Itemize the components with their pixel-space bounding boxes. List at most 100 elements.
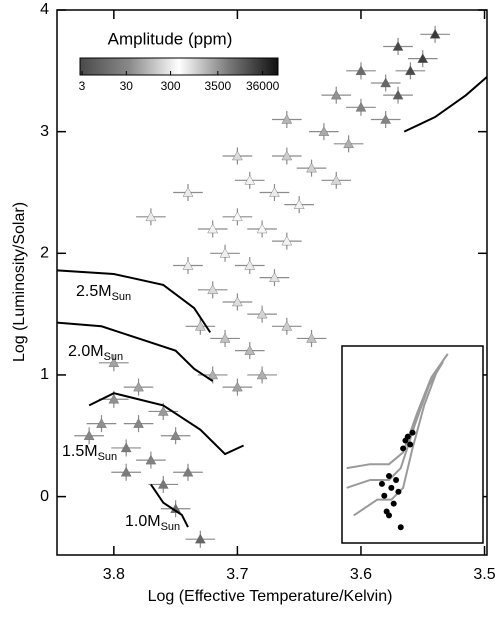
track-label-subscript: Sun: [104, 351, 124, 363]
point: [219, 333, 231, 343]
inset-point: [407, 441, 414, 448]
x-tick-label: 3.7: [226, 566, 248, 583]
track-label: 1.0MSun: [125, 513, 180, 533]
inset-point: [404, 433, 411, 440]
point: [219, 247, 231, 258]
point: [232, 296, 243, 307]
point: [281, 114, 293, 124]
colorbar: [79, 57, 279, 76]
point: [405, 65, 416, 76]
y-tick-label: 2: [40, 245, 49, 262]
track-label: 1.5MSun: [62, 443, 117, 463]
point: [108, 393, 120, 404]
track-label: 2.5MSun: [76, 283, 131, 303]
inset-track: [346, 353, 449, 470]
point: [281, 235, 293, 246]
point: [293, 199, 305, 209]
point: [306, 333, 317, 343]
inset-point: [400, 445, 407, 452]
colorbar-tick-label: 3: [79, 79, 86, 93]
point: [380, 114, 392, 124]
point: [232, 211, 243, 222]
inset-point: [393, 476, 400, 483]
track-label: 2.0MSun: [68, 343, 123, 363]
point: [182, 260, 194, 270]
point: [182, 187, 194, 197]
inset-point: [386, 473, 392, 480]
point: [380, 77, 392, 88]
point: [417, 53, 429, 63]
point: [96, 418, 107, 428]
point: [306, 162, 317, 173]
x-tick-label: 3.8: [103, 566, 125, 583]
inset-track: [353, 373, 437, 517]
point: [256, 223, 268, 234]
colorbar-tick-label: 30: [120, 79, 134, 93]
x-axis-label: Log (Effective Temperature/Kelvin): [148, 588, 393, 605]
inset-point: [388, 484, 395, 491]
track-label-mass: 2.5M: [76, 283, 112, 300]
point: [170, 430, 181, 440]
point: [232, 381, 243, 392]
point: [83, 430, 95, 440]
point: [194, 320, 206, 331]
point: [108, 357, 120, 367]
plot-frame: [56, 9, 488, 556]
point: [281, 150, 293, 161]
inset-point: [409, 429, 416, 436]
point: [133, 418, 144, 428]
point: [269, 187, 280, 197]
inset-point: [381, 492, 388, 499]
track-label-mass: 2.0M: [68, 343, 104, 360]
inset-point: [397, 524, 404, 531]
point: [281, 320, 293, 331]
point: [269, 272, 280, 282]
point: [157, 406, 169, 416]
inset-point: [386, 512, 392, 519]
point: [244, 260, 256, 270]
point: [392, 41, 404, 51]
point: [244, 345, 256, 355]
evolution-track: [150, 483, 189, 528]
point: [145, 211, 157, 222]
point: [355, 65, 367, 76]
evolution-track: [56, 76, 488, 333]
point: [343, 138, 354, 149]
point: [244, 174, 256, 185]
track-label-subscript: Sun: [161, 521, 181, 533]
inset-track: [346, 361, 444, 489]
point: [207, 223, 219, 234]
colorbar-tick-label: 36000: [246, 79, 280, 93]
y-tick-label: 0: [40, 488, 49, 505]
point: [207, 284, 219, 294]
point: [355, 101, 367, 112]
track-label-subscript: Sun: [112, 291, 132, 303]
colorbar-label: Amplitude (ppm): [108, 29, 233, 48]
point: [194, 533, 206, 544]
point: [330, 89, 342, 100]
point: [120, 466, 132, 477]
y-tick-label: 1: [40, 366, 49, 383]
point: [157, 479, 169, 489]
evolution-track: [88, 392, 244, 456]
inset-point: [395, 488, 402, 495]
point: [318, 126, 330, 136]
point: [182, 466, 194, 477]
point: [256, 369, 268, 380]
point: [256, 308, 268, 319]
track-label-mass: 1.5M: [62, 443, 98, 460]
y-tick-label: 4: [40, 1, 49, 18]
point: [207, 369, 219, 380]
point: [232, 150, 243, 161]
point: [120, 442, 132, 453]
point: [429, 28, 441, 39]
colorbar-tick-label: 300: [161, 79, 181, 93]
point: [392, 89, 404, 100]
inset-point: [390, 500, 397, 507]
colorbar-tick-label: 3500: [204, 79, 231, 93]
point: [145, 454, 157, 465]
y-axis-label: Log (Luminosity/Solar): [11, 202, 28, 362]
y-tick-label: 3: [40, 123, 49, 140]
track-label-mass: 1.0M: [125, 513, 161, 530]
